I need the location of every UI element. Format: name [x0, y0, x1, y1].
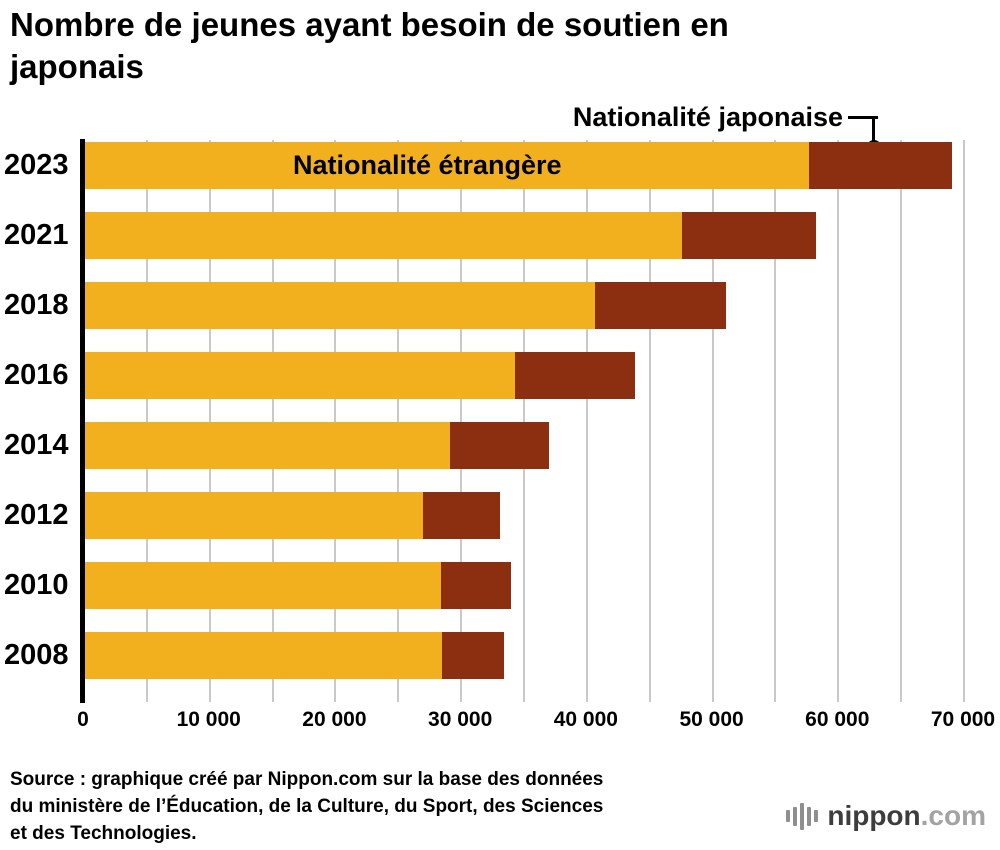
bar-segment-japanese-2008 — [442, 632, 504, 679]
bar-row-2008 — [83, 632, 963, 679]
gridline — [585, 140, 588, 702]
bar-segment-japanese-2018 — [595, 282, 726, 329]
bar-segment-foreign-2023 — [83, 142, 809, 189]
bar-row-2010 — [83, 562, 963, 609]
gridline — [963, 140, 965, 702]
legend-japanese-label: Nationalité japonaise — [572, 102, 843, 132]
y-axis-line — [80, 139, 85, 703]
x-axis-tick-10000: 10 000 — [176, 708, 241, 731]
y-axis-label-2016: 2016 — [4, 359, 69, 391]
annotation-connector-vertical — [872, 116, 875, 146]
x-axis-tick-20000: 20 000 — [302, 708, 367, 731]
bar-segment-foreign-2021 — [83, 212, 682, 259]
bar-row-2012 — [83, 492, 963, 539]
x-axis-tick-30000: 30 000 — [428, 708, 493, 731]
bar-segment-japanese-2023 — [808, 142, 952, 189]
x-axis-tick-50000: 50 000 — [679, 708, 744, 731]
bar-row-2021 — [83, 212, 963, 259]
logo-text-suffix: .com — [920, 800, 986, 831]
gridline — [208, 140, 211, 702]
legend-foreign-label: Nationalité étrangère — [293, 150, 562, 180]
annotation-connector-horizontal — [848, 116, 878, 119]
bar-segment-foreign-2008 — [83, 632, 443, 679]
source-line: et des Technologies. — [10, 823, 197, 844]
logo-text-main: nippon — [827, 800, 921, 831]
x-axis-tick-60000: 60 000 — [805, 708, 870, 731]
gridline — [334, 140, 337, 702]
gridline — [774, 140, 777, 702]
logo-text: nippon.com — [827, 800, 986, 832]
equalizer-bars-icon — [786, 801, 819, 831]
bar-segment-japanese-2021 — [681, 212, 816, 259]
gridline — [397, 140, 400, 702]
gridline — [837, 140, 840, 702]
gridline — [900, 140, 903, 702]
bar-segment-foreign-2010 — [83, 562, 442, 609]
y-axis-label-2021: 2021 — [4, 219, 69, 251]
bar-segment-japanese-2010 — [441, 562, 511, 609]
bar-segment-foreign-2016 — [83, 352, 515, 399]
gridline — [711, 140, 714, 702]
plot-area: Nationalité étrangère — [83, 140, 965, 702]
gridline — [460, 140, 463, 702]
y-axis-label-2008: 2008 — [4, 639, 69, 671]
bar-row-2023 — [83, 142, 963, 189]
y-axis-label-2014: 2014 — [4, 429, 69, 461]
nippon-logo: nippon.com — [786, 800, 986, 832]
y-axis-label-2012: 2012 — [4, 499, 69, 531]
y-axis-label-2018: 2018 — [4, 289, 69, 321]
bar-segment-foreign-2014 — [83, 422, 451, 469]
gridline — [648, 140, 651, 702]
bar-segment-japanese-2014 — [450, 422, 550, 469]
bar-row-2018 — [83, 282, 963, 329]
x-axis-tick-0: 0 — [77, 708, 89, 731]
source-line: Source : graphique créé par Nippon.com s… — [10, 769, 604, 790]
bar-segment-foreign-2018 — [83, 282, 596, 329]
x-axis-tick-40000: 40 000 — [553, 708, 618, 731]
gridline — [145, 140, 148, 702]
x-axis-tick-70000: 70 000 — [930, 708, 996, 731]
gridline — [271, 140, 274, 702]
bar-segment-japanese-2016 — [514, 352, 636, 399]
y-axis-label-2023: 2023 — [4, 149, 69, 181]
bar-row-2016 — [83, 352, 963, 399]
bar-row-2014 — [83, 422, 963, 469]
source-line: du ministère de l’Éducation, de la Cultu… — [10, 796, 604, 817]
source-note: Source : graphique créé par Nippon.com s… — [10, 766, 603, 847]
bar-segment-japanese-2012 — [422, 492, 501, 539]
gridline — [523, 140, 525, 702]
chart-title: Nombre de jeunes ayant besoin de soutien… — [10, 6, 729, 86]
bar-segment-foreign-2012 — [83, 492, 423, 539]
y-axis-label-2010: 2010 — [4, 569, 69, 601]
